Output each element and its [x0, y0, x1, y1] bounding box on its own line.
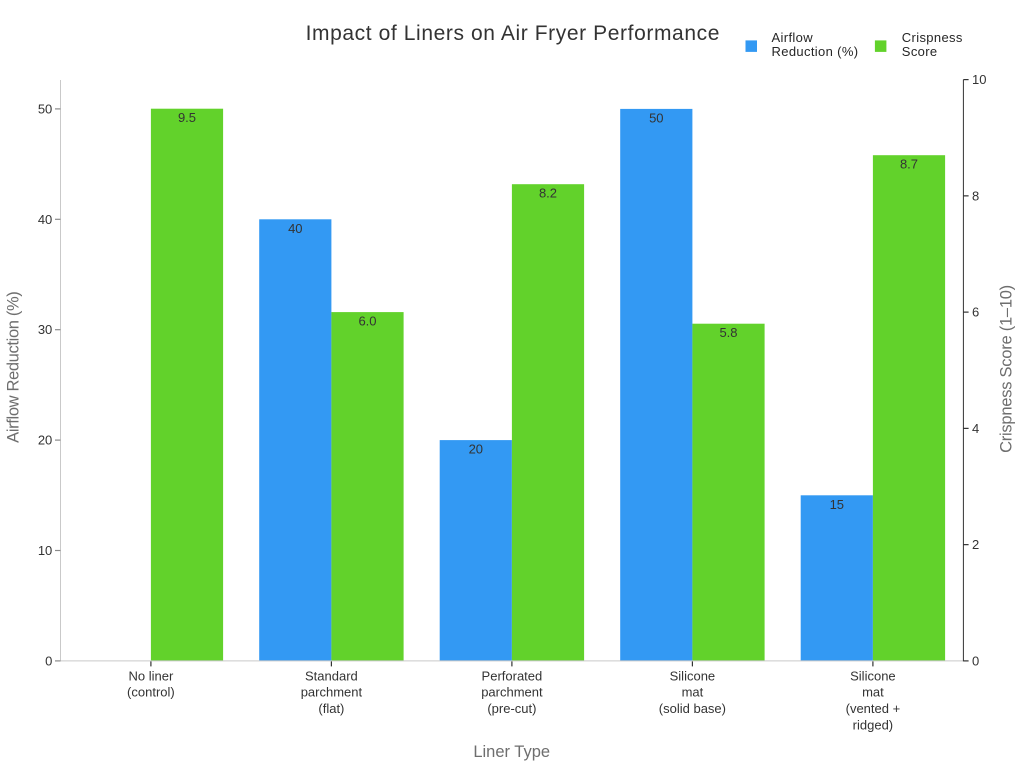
svg-text:Liner Type: Liner Type [473, 743, 550, 761]
svg-text:(pre-cut): (pre-cut) [487, 701, 536, 716]
svg-text:(solid base): (solid base) [659, 701, 726, 716]
svg-text:8: 8 [972, 188, 979, 203]
svg-text:parchment: parchment [481, 685, 543, 700]
svg-text:15: 15 [830, 497, 844, 512]
svg-text:50: 50 [38, 101, 52, 116]
svg-text:9.5: 9.5 [178, 110, 196, 125]
svg-text:mat: mat [862, 685, 884, 700]
svg-text:0: 0 [45, 653, 52, 668]
svg-text:2: 2 [972, 537, 979, 552]
svg-text:0: 0 [972, 653, 979, 668]
svg-text:parchment: parchment [301, 685, 363, 700]
svg-text:8.7: 8.7 [900, 157, 918, 172]
svg-text:40: 40 [288, 221, 302, 236]
svg-text:10: 10 [38, 543, 52, 558]
svg-text:mat: mat [682, 685, 704, 700]
svg-text:6.0: 6.0 [358, 314, 376, 329]
svg-text:Crispness: Crispness [902, 30, 963, 45]
svg-text:Reduction (%): Reduction (%) [772, 44, 859, 59]
svg-text:10: 10 [972, 72, 986, 87]
svg-text:(control): (control) [127, 685, 175, 700]
svg-text:Airflow: Airflow [772, 30, 814, 45]
svg-text:Score: Score [902, 44, 938, 59]
svg-text:ridged): ridged) [853, 717, 893, 732]
svg-text:Silicone: Silicone [670, 668, 716, 683]
svg-text:Standard: Standard [305, 668, 358, 683]
svg-text:4: 4 [972, 421, 979, 436]
svg-text:5.8: 5.8 [719, 325, 737, 340]
svg-text:50: 50 [649, 110, 663, 125]
svg-text:6: 6 [972, 305, 979, 320]
svg-text:20: 20 [38, 433, 52, 448]
svg-text:40: 40 [38, 212, 52, 227]
svg-text:Silicone: Silicone [850, 668, 896, 683]
svg-text:Crispness Score (1–10): Crispness Score (1–10) [997, 285, 1015, 453]
svg-text:Airflow Reduction (%): Airflow Reduction (%) [5, 292, 23, 443]
svg-text:No liner: No liner [129, 668, 174, 683]
svg-text:Impact of Liners on Air Fryer: Impact of Liners on Air Fryer Performanc… [306, 22, 720, 45]
svg-text:Perforated: Perforated [482, 668, 543, 683]
svg-text:(flat): (flat) [318, 701, 344, 716]
svg-text:8.2: 8.2 [539, 186, 557, 201]
svg-text:30: 30 [38, 322, 52, 337]
svg-text:(vented +: (vented + [846, 701, 901, 716]
svg-text:20: 20 [469, 442, 483, 457]
